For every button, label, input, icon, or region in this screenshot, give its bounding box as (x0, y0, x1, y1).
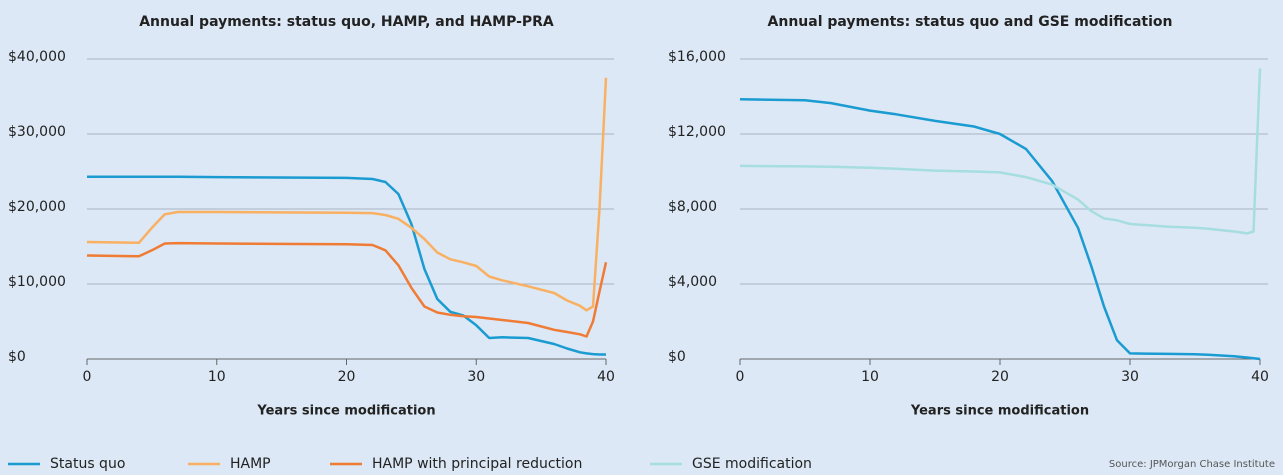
y-tick-label: $40,000 (8, 49, 66, 65)
x-tick-label: 40 (1251, 369, 1269, 385)
y-tick-label: $30,000 (8, 124, 66, 140)
x-tick-label: 30 (467, 369, 485, 385)
legend-label: HAMP (230, 456, 271, 472)
x-axis-label: Years since modification (910, 404, 1089, 419)
series-line (87, 175, 606, 356)
source: Source: JPMorgan Chase Institute (1109, 459, 1275, 470)
y-tick-label: $12,000 (668, 124, 726, 140)
y-tick-label: $4,000 (668, 274, 717, 290)
legend-label: GSE modification (692, 456, 812, 472)
y-tick-label: $20,000 (8, 199, 66, 215)
y-tick-label: $0 (668, 349, 686, 365)
series-line (739, 68, 1262, 235)
x-tick-label: 0 (83, 369, 92, 385)
x-axis-label: Years since modification (256, 404, 435, 419)
chart-title: Annual payments: status quo, HAMP, and H… (139, 14, 554, 30)
x-tick-label: 20 (338, 369, 356, 385)
y-tick-label: $16,000 (668, 49, 726, 65)
chart-title: Annual payments: status quo and GSE modi… (768, 14, 1173, 30)
series-line (739, 98, 1261, 361)
x-tick-label: 30 (1121, 369, 1139, 385)
x-tick-label: 10 (208, 369, 226, 385)
legend-label: Status quo (50, 456, 125, 472)
legend-label: HAMP with principal reduction (372, 456, 582, 472)
x-tick-label: 20 (991, 369, 1009, 385)
y-tick-label: $0 (8, 349, 26, 365)
y-tick-label: $10,000 (8, 274, 66, 290)
x-tick-label: 40 (597, 369, 615, 385)
series-line (86, 241, 608, 338)
series-line (86, 77, 608, 312)
x-tick-label: 0 (736, 369, 745, 385)
x-tick-label: 10 (861, 369, 879, 385)
y-tick-label: $8,000 (668, 199, 717, 215)
